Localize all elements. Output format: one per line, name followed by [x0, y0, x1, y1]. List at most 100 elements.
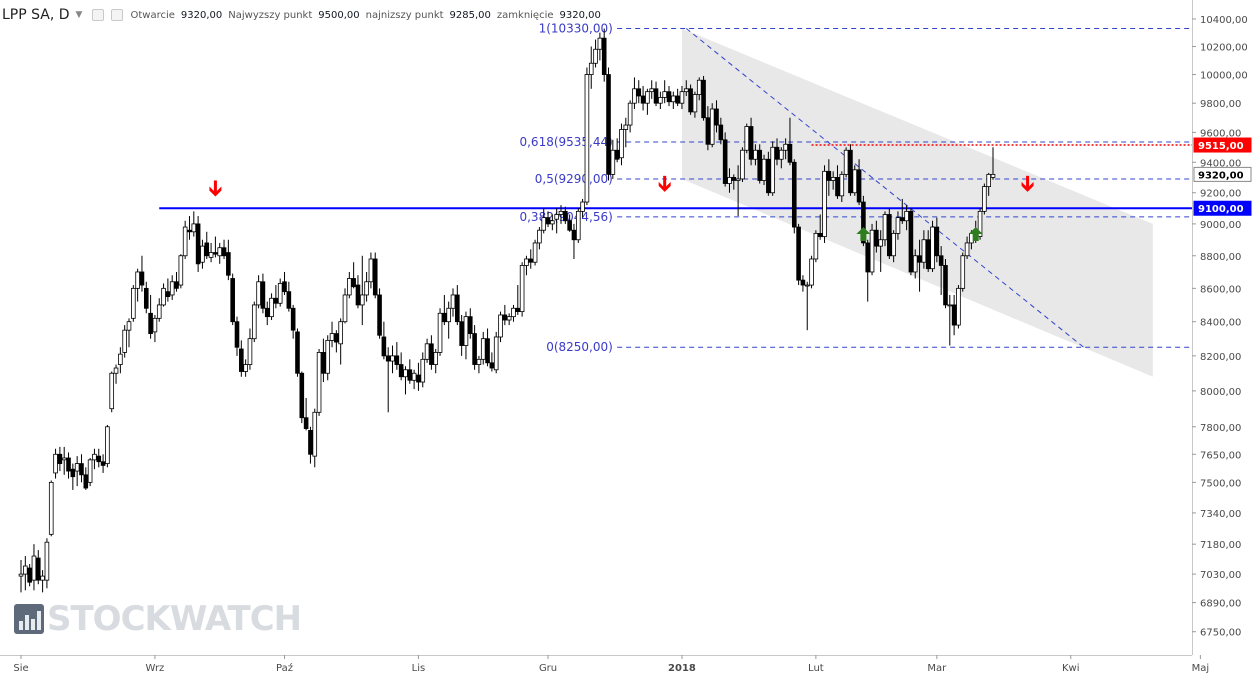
candle-body-59 — [273, 297, 279, 304]
x-tick-label-7: Mar — [927, 663, 947, 674]
candle-body-196 — [865, 242, 871, 273]
candle-body-39 — [187, 229, 192, 233]
x-tick-label-4: Gru — [539, 663, 557, 674]
candle-body-150 — [666, 91, 672, 103]
candle-body-157 — [696, 79, 702, 95]
settings-icon[interactable] — [111, 9, 124, 21]
dashed-trendline — [685, 28, 1085, 348]
candle-body-90 — [407, 369, 413, 381]
candle-body-45 — [213, 252, 218, 255]
price-tag-label-0: 9515,00 — [1198, 141, 1244, 152]
candle-body-222 — [977, 210, 983, 237]
candle-body-68 — [312, 411, 318, 457]
symbol-title[interactable]: LPP SA, D — [2, 7, 70, 23]
candle-body-111 — [498, 314, 503, 338]
y-tick-label-8: 8800,00 — [1200, 252, 1241, 263]
candle-body-5 — [40, 575, 45, 581]
trend-channel — [681, 28, 1153, 377]
candle-body-0 — [18, 573, 24, 577]
candle-body-109 — [489, 362, 495, 369]
candle-body-223 — [982, 186, 987, 212]
candle-body-178 — [787, 143, 793, 163]
x-tick-label-9: Maj — [1192, 663, 1210, 674]
candle-body-93 — [420, 358, 426, 383]
candle-body-3 — [31, 555, 37, 581]
x-tick-label-8: Kwi — [1062, 663, 1080, 674]
y-tick-label-18: 7030,00 — [1200, 570, 1241, 581]
arrow-down-icon-4 — [1021, 181, 1034, 192]
candle-body-88 — [398, 364, 404, 378]
candle-body-148 — [658, 97, 663, 104]
eye-icon[interactable] — [92, 9, 105, 21]
candle-body-64 — [295, 331, 300, 374]
candle-body-174 — [770, 146, 775, 194]
candle-body-183 — [809, 258, 814, 286]
candle-body-153 — [679, 91, 685, 104]
candle-body-60 — [277, 283, 283, 304]
candle-body-6 — [44, 541, 50, 581]
candle-body-95 — [429, 343, 434, 365]
candle-body-61 — [282, 281, 287, 293]
candle-body-225 — [990, 173, 996, 178]
candle-body-84 — [381, 336, 387, 357]
candle-body-207 — [912, 255, 918, 273]
candle-body-63 — [290, 307, 296, 331]
candle-body-26 — [131, 287, 136, 319]
candle-body-218 — [960, 255, 966, 289]
candle-body-105 — [472, 333, 477, 365]
candle-body-44 — [208, 252, 214, 258]
candle-body-162 — [718, 124, 724, 141]
candle-body-159 — [705, 117, 711, 145]
candle-body-160 — [709, 108, 715, 145]
candle-body-9 — [57, 453, 63, 464]
y-tick-label-0: 10400,00 — [1200, 15, 1248, 26]
candle-body-94 — [424, 343, 430, 360]
candle-body-40 — [191, 223, 197, 233]
candle-body-117 — [524, 258, 529, 266]
close-value: 9320,00 — [559, 9, 601, 21]
arrow-shaft-0 — [213, 180, 217, 193]
candle-body-177 — [783, 143, 788, 151]
candle-body-15 — [83, 474, 89, 489]
candle-body-185 — [817, 232, 823, 237]
y-tick-label-5: 9400,00 — [1200, 158, 1241, 169]
arrow-shaft-1 — [663, 175, 667, 188]
x-tick-label-2: Paź — [276, 662, 293, 674]
candle-body-100 — [450, 294, 456, 309]
candle-body-184 — [813, 232, 819, 260]
y-tick-label-15: 7500,00 — [1200, 478, 1241, 489]
candle-body-96 — [433, 352, 439, 365]
candle-body-217 — [956, 287, 961, 326]
candle-body-41 — [195, 223, 201, 265]
candle-body-180 — [796, 226, 801, 281]
arrow-down-icon-0 — [209, 186, 222, 197]
candle-body-78 — [355, 284, 361, 306]
candle-body-30 — [148, 312, 153, 334]
candle-body-134 — [597, 37, 603, 50]
candle-body-158 — [701, 79, 706, 119]
candle-body-168 — [744, 126, 750, 151]
high-value: 9500,00 — [318, 9, 360, 21]
candle-body-203 — [895, 217, 901, 234]
candle-body-103 — [463, 316, 469, 346]
candle-body-62 — [286, 291, 292, 309]
candle-body-57 — [264, 307, 270, 318]
candle-body-205 — [904, 210, 909, 222]
candle-body-49 — [230, 278, 235, 323]
chevron-down-icon[interactable]: ▼ — [75, 10, 83, 20]
bar-chart-logo-icon — [14, 604, 44, 634]
candle-body-172 — [761, 158, 767, 181]
candle-body-199 — [878, 239, 883, 247]
arrow-down-icon-1 — [658, 181, 671, 192]
candle-body-145 — [645, 91, 650, 104]
candle-body-143 — [636, 88, 642, 97]
candle-body-149 — [662, 91, 667, 98]
candle-body-19 — [100, 461, 106, 466]
candle-body-107 — [480, 338, 486, 360]
y-tick-label-13: 7800,00 — [1200, 423, 1241, 434]
price-tag-label-1: 9320,00 — [1198, 170, 1244, 181]
candle-body-11 — [66, 457, 71, 472]
candle-body-80 — [364, 281, 369, 296]
candle-body-114 — [511, 307, 516, 318]
